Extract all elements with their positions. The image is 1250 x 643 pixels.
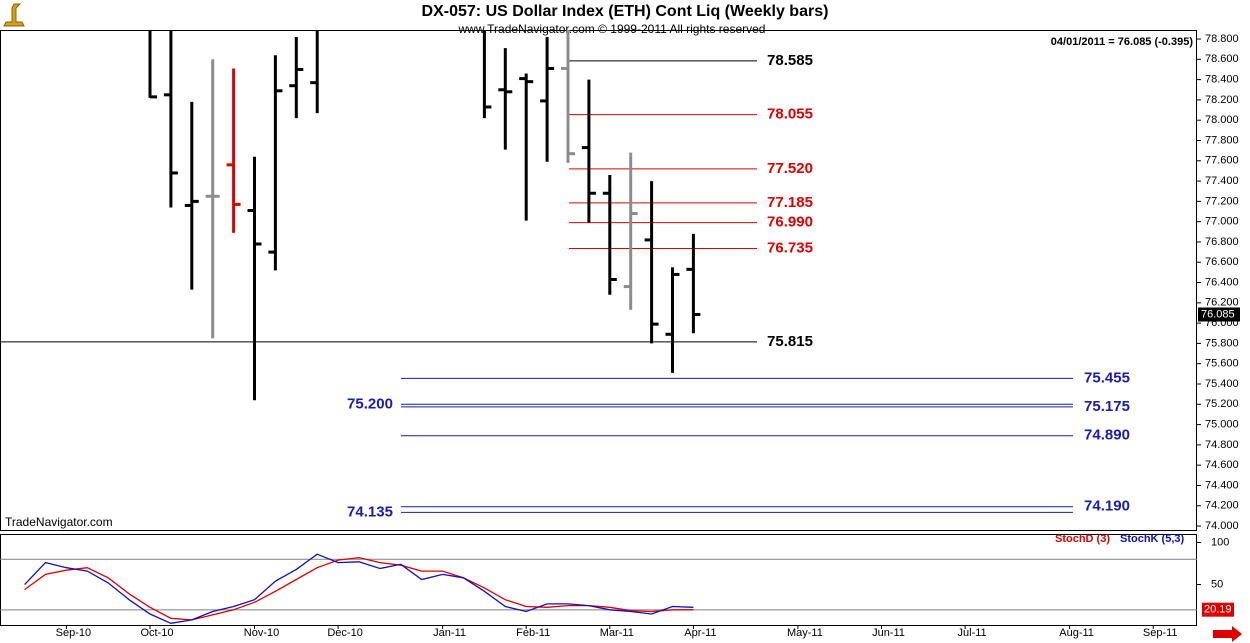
- x-tick-label: Sep-10: [56, 627, 91, 639]
- y-tick-label: 75.400: [1205, 378, 1239, 390]
- main-frame: [0, 30, 1197, 531]
- y-tick-label: 74.000: [1205, 520, 1239, 532]
- y-tick-label: 77.000: [1205, 216, 1239, 228]
- y-tick-label: 76.200: [1205, 297, 1239, 309]
- x-tick-label: Jan-11: [433, 627, 466, 639]
- x-tick-label: Apr-11: [684, 627, 716, 639]
- logo: [3, 3, 25, 27]
- y-tick-label: 75.800: [1205, 337, 1239, 349]
- y-tick-label: 78.400: [1205, 74, 1239, 86]
- level-label: 76.990: [767, 214, 813, 231]
- level-label: 76.735: [767, 240, 813, 257]
- x-tick-label: Sep-11: [1143, 627, 1178, 639]
- y-tick-label: 74.200: [1205, 500, 1239, 512]
- level-label: 75.200: [347, 395, 393, 412]
- stoch-frame: [0, 534, 1197, 626]
- y-tick-label: 78.000: [1205, 114, 1239, 126]
- last-value-label: 76.085: [1201, 308, 1235, 320]
- x-tick-label: May-11: [787, 627, 823, 639]
- y-tick-label: 76.800: [1205, 236, 1239, 248]
- stoch-plot: [0, 553, 1197, 624]
- legend-entry: StochD (3): [1055, 533, 1110, 545]
- last-value-label: 20.19: [1204, 604, 1232, 616]
- y-tick-label: 74.400: [1205, 479, 1239, 491]
- axes: 74.000 74.200 74.400 74.600 74.800 75.000 75.2…: [56, 33, 1240, 639]
- y-tick-label: 100: [1211, 536, 1229, 548]
- level-label: 75.815: [767, 333, 813, 350]
- level-label: 75.455: [1084, 369, 1130, 386]
- y-tick-label: 77.400: [1205, 175, 1239, 187]
- y-tick-label: 50: [1211, 578, 1223, 590]
- level-label: 78.055: [767, 106, 813, 123]
- y-tick-label: 75.000: [1205, 418, 1239, 430]
- legend-entry: StochK (5,3): [1120, 533, 1185, 545]
- y-tick-label: 74.600: [1205, 459, 1239, 471]
- y-tick-label: 75.600: [1205, 358, 1239, 370]
- level-label: 74.190: [1084, 498, 1130, 515]
- y-tick-label: 78.600: [1205, 53, 1239, 65]
- last-value-tag: [1198, 307, 1240, 322]
- watermark: TradeNavigator.com: [5, 515, 113, 529]
- y-tick-label: 76.400: [1205, 276, 1239, 288]
- y-tick-label: 74.800: [1205, 439, 1239, 451]
- status: 04/01/2011 = 76.085 (-0.395): [1051, 36, 1194, 48]
- x-tick-label: Jun-11: [872, 627, 905, 639]
- last-value-tag: [1202, 602, 1234, 617]
- x-tick-label: Mar-11: [600, 627, 634, 639]
- level-label: 78.585: [767, 52, 813, 69]
- x-tick-label: Feb-11: [516, 627, 550, 639]
- stoch-line: [24, 553, 694, 624]
- price-plot: [0, 30, 1073, 513]
- x-tick-label: Aug-11: [1059, 627, 1094, 639]
- y-tick-label: 77.800: [1205, 134, 1239, 146]
- x-tick-label: Dec-10: [327, 627, 362, 639]
- level-label: 77.520: [767, 160, 813, 177]
- y-tick-label: 76.600: [1205, 256, 1239, 268]
- x-tick-label: Nov-10: [244, 627, 279, 639]
- level-label: 77.185: [767, 194, 813, 211]
- level-label: 75.175: [1084, 398, 1130, 415]
- scroll-arrow[interactable]: [1213, 626, 1242, 642]
- chart-subtitle: www.TradeNavigator.com © 1999-2011 All r…: [458, 22, 766, 36]
- x-tick-label: Jul-11: [958, 627, 987, 639]
- y-tick-label: 75.200: [1205, 398, 1239, 410]
- y-tick-label: 78.800: [1205, 33, 1239, 45]
- chart-title: DX-057: US Dollar Index (ETH) Cont Liq (…: [422, 3, 829, 20]
- level-label: 74.890: [1084, 427, 1130, 444]
- y-tick-label: 77.600: [1205, 155, 1239, 167]
- y-tick-label: 78.200: [1205, 94, 1239, 106]
- x-tick-label: Oct-10: [140, 627, 173, 639]
- level-label: 74.135: [347, 503, 393, 520]
- y-tick-label: 77.200: [1205, 195, 1239, 207]
